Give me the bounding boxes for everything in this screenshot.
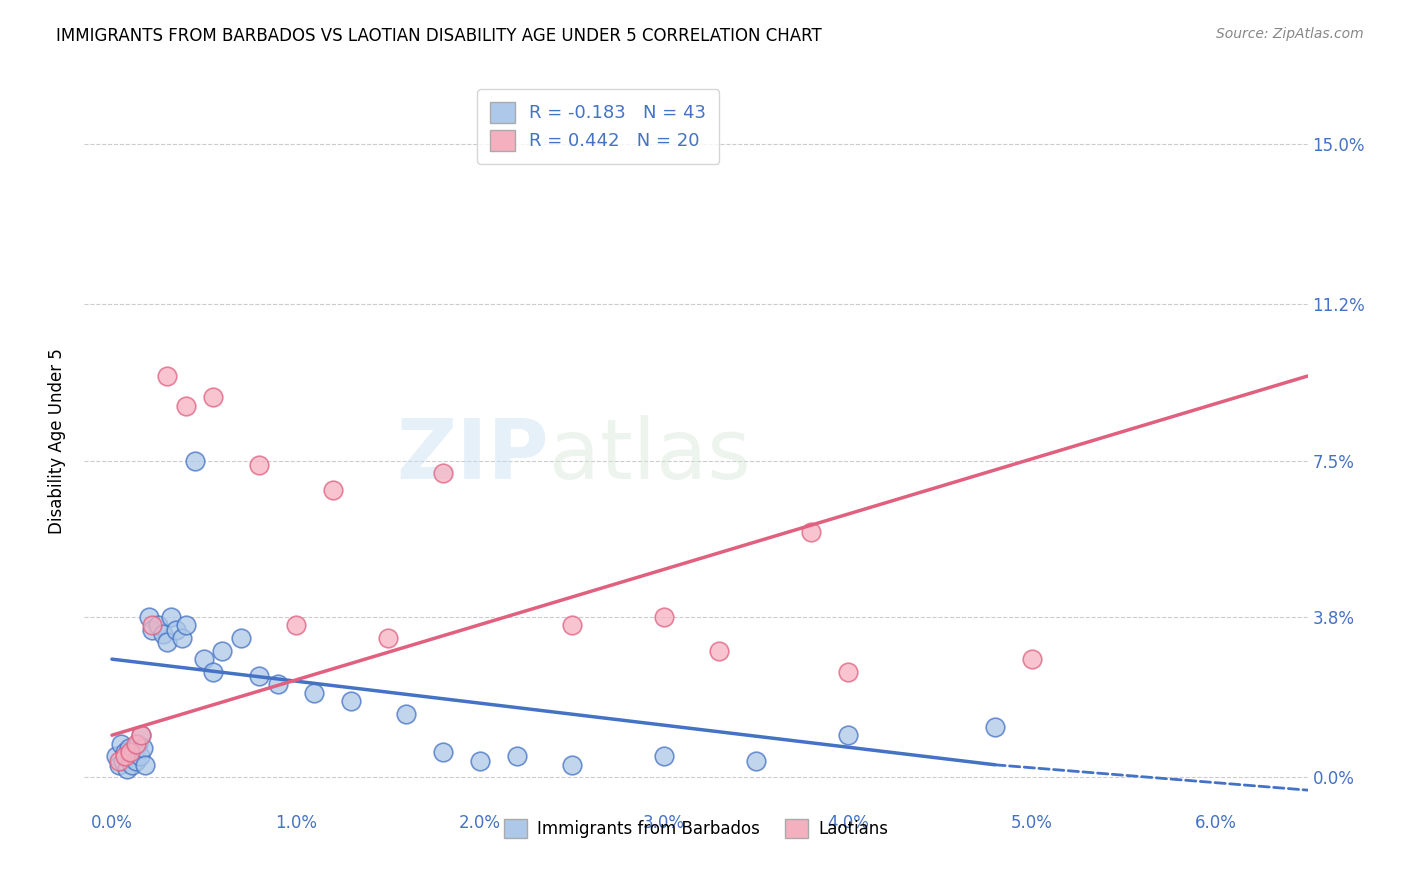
Point bbox=[652, 749, 675, 764]
Y-axis label: Disability Age Under 5: Disability Age Under 5 bbox=[48, 349, 66, 534]
Point bbox=[108, 757, 131, 772]
Point bbox=[229, 631, 252, 645]
Point bbox=[125, 754, 148, 768]
Point bbox=[131, 728, 153, 742]
Point bbox=[159, 610, 181, 624]
Point bbox=[340, 694, 363, 708]
Point bbox=[377, 631, 399, 645]
Point bbox=[183, 453, 205, 467]
Point bbox=[193, 652, 215, 666]
Point bbox=[122, 745, 145, 759]
Point bbox=[115, 762, 138, 776]
Point bbox=[395, 707, 418, 722]
Point bbox=[120, 749, 142, 764]
Point bbox=[652, 610, 675, 624]
Point bbox=[304, 686, 326, 700]
Point bbox=[247, 458, 270, 472]
Point bbox=[110, 737, 132, 751]
Point bbox=[745, 754, 768, 768]
Point bbox=[132, 740, 155, 755]
Text: Source: ZipAtlas.com: Source: ZipAtlas.com bbox=[1216, 27, 1364, 41]
Point bbox=[125, 737, 148, 751]
Point bbox=[468, 754, 491, 768]
Point bbox=[108, 754, 131, 768]
Point bbox=[114, 745, 136, 759]
Point bbox=[1021, 652, 1043, 666]
Point bbox=[156, 635, 179, 649]
Point bbox=[505, 749, 527, 764]
Point bbox=[247, 669, 270, 683]
Point bbox=[146, 618, 169, 632]
Point bbox=[134, 757, 156, 772]
Point bbox=[202, 390, 225, 404]
Point bbox=[284, 618, 307, 632]
Point bbox=[174, 618, 197, 632]
Point bbox=[432, 467, 454, 481]
Point bbox=[837, 728, 859, 742]
Point bbox=[837, 665, 859, 679]
Point bbox=[141, 623, 163, 637]
Point bbox=[127, 737, 149, 751]
Point bbox=[432, 745, 454, 759]
Point bbox=[165, 623, 187, 637]
Point bbox=[800, 525, 823, 540]
Point bbox=[131, 728, 153, 742]
Point bbox=[104, 749, 127, 764]
Point bbox=[561, 757, 583, 772]
Point bbox=[211, 643, 233, 657]
Point bbox=[561, 618, 583, 632]
Point bbox=[322, 483, 344, 497]
Text: atlas: atlas bbox=[550, 416, 751, 497]
Point bbox=[174, 399, 197, 413]
Point bbox=[117, 740, 139, 755]
Text: IMMIGRANTS FROM BARBADOS VS LAOTIAN DISABILITY AGE UNDER 5 CORRELATION CHART: IMMIGRANTS FROM BARBADOS VS LAOTIAN DISA… bbox=[56, 27, 823, 45]
Point bbox=[114, 749, 136, 764]
Point bbox=[170, 631, 193, 645]
Point bbox=[111, 754, 134, 768]
Point bbox=[152, 627, 174, 641]
Point bbox=[138, 610, 160, 624]
Point bbox=[141, 618, 163, 632]
Point bbox=[202, 665, 225, 679]
Point bbox=[128, 749, 150, 764]
Text: ZIP: ZIP bbox=[396, 416, 550, 497]
Point bbox=[984, 720, 1007, 734]
Legend: Immigrants from Barbados, Laotians: Immigrants from Barbados, Laotians bbox=[498, 813, 894, 845]
Point bbox=[121, 757, 143, 772]
Point bbox=[156, 369, 179, 384]
Point bbox=[266, 677, 288, 691]
Point bbox=[120, 745, 142, 759]
Point bbox=[707, 643, 730, 657]
